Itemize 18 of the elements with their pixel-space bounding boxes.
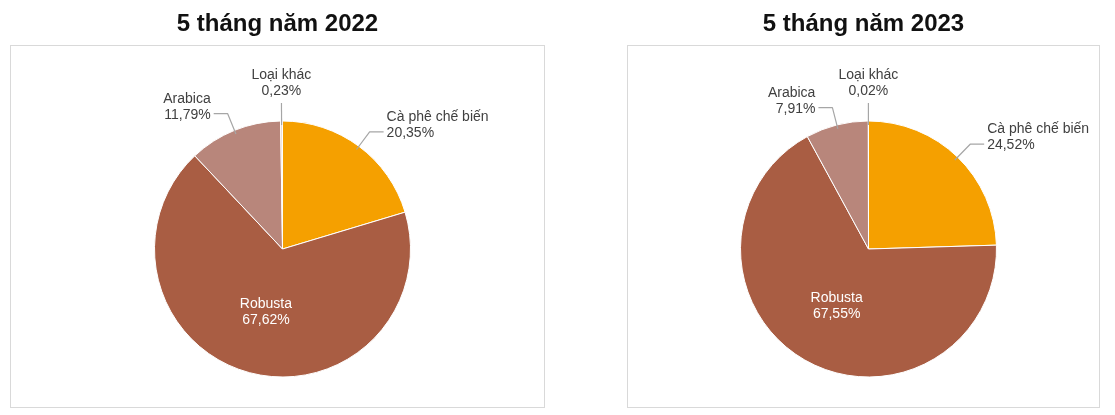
data-label: 7,91% <box>775 99 816 116</box>
slice-label: Cà phê chế biến <box>386 107 489 124</box>
slice-label: Loại khác <box>838 66 899 82</box>
data-label: 20,35% <box>386 123 435 140</box>
data-label: 0,02% <box>848 82 889 98</box>
slice-label: Loại khác <box>251 66 312 82</box>
data-label: 67,55% <box>812 304 861 321</box>
slice-label: Arabica <box>767 83 816 100</box>
data-label: 11,79% <box>164 105 211 122</box>
data-label: 0,23% <box>261 82 302 98</box>
slice-label: Robusta <box>810 288 863 305</box>
data-label: 24,52% <box>987 136 1035 153</box>
data-label: 67,62% <box>242 310 290 327</box>
slice-label: Robusta <box>239 294 293 311</box>
slice-label: Arabica <box>163 89 211 106</box>
chart-title: 5 tháng năm 2023 <box>761 8 966 38</box>
chart-title: 5 tháng năm 2022 <box>175 8 380 38</box>
slice-label: Cà phê chế biến <box>987 120 1090 137</box>
